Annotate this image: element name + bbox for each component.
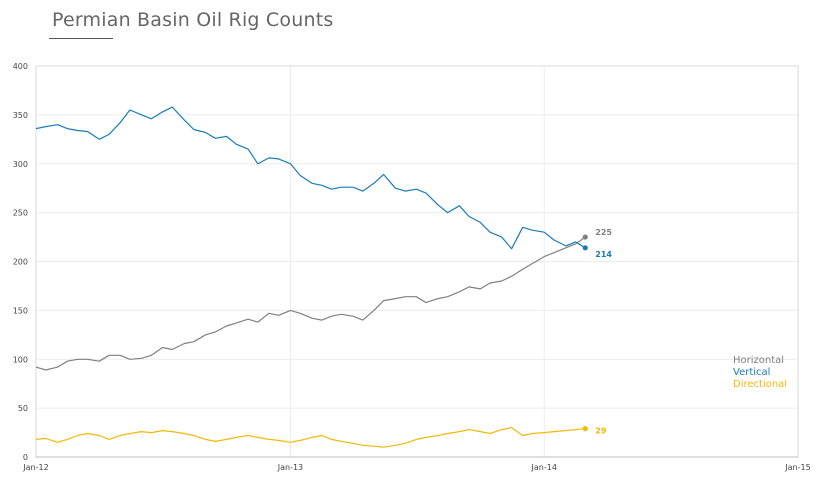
legend-item-horizontal: Horizontal — [733, 355, 785, 366]
x-tick-label: Jan-13 — [277, 463, 303, 472]
y-tick-label: 350 — [13, 111, 28, 120]
end-label-horizontal: 225 — [595, 228, 612, 237]
x-tick-label: Jan-12 — [22, 463, 48, 472]
chart-title: Permian Basin Oil Rig Counts — [52, 9, 334, 31]
title-underline — [49, 38, 113, 39]
y-tick-label: 100 — [13, 355, 28, 364]
end-point-vertical — [582, 245, 588, 251]
y-tick-label: 250 — [13, 209, 28, 218]
legend-item-directional: Directional — [733, 379, 788, 390]
end-labels: 225 214 29 — [595, 228, 612, 436]
y-tick-label: 400 — [13, 62, 28, 71]
end-point-directional — [582, 426, 588, 432]
legend: Horizontal Vertical Directional — [733, 355, 787, 391]
axes: 0 50 100 150 200 250 300 350 400 Jan-12 Jan-13 Jan-… — [13, 62, 811, 472]
series-line-horizontal — [35, 236, 586, 371]
series-lines — [35, 106, 588, 448]
x-tick-label: Jan-15 — [784, 463, 810, 472]
series-line-directional — [35, 427, 586, 448]
y-tick-label: 150 — [13, 306, 28, 315]
end-point-horizontal — [582, 234, 588, 240]
y-tick-label: 200 — [13, 258, 28, 267]
legend-item-vertical: Vertical — [733, 367, 771, 378]
series-line-vertical — [35, 106, 586, 250]
y-tick-label: 300 — [13, 160, 28, 169]
y-tick-label: 0 — [23, 453, 28, 462]
end-label-vertical: 214 — [595, 250, 612, 259]
x-tick-label: Jan-14 — [531, 463, 557, 472]
end-label-directional: 29 — [595, 427, 607, 436]
grid — [36, 66, 798, 457]
y-tick-label: 50 — [18, 404, 28, 413]
